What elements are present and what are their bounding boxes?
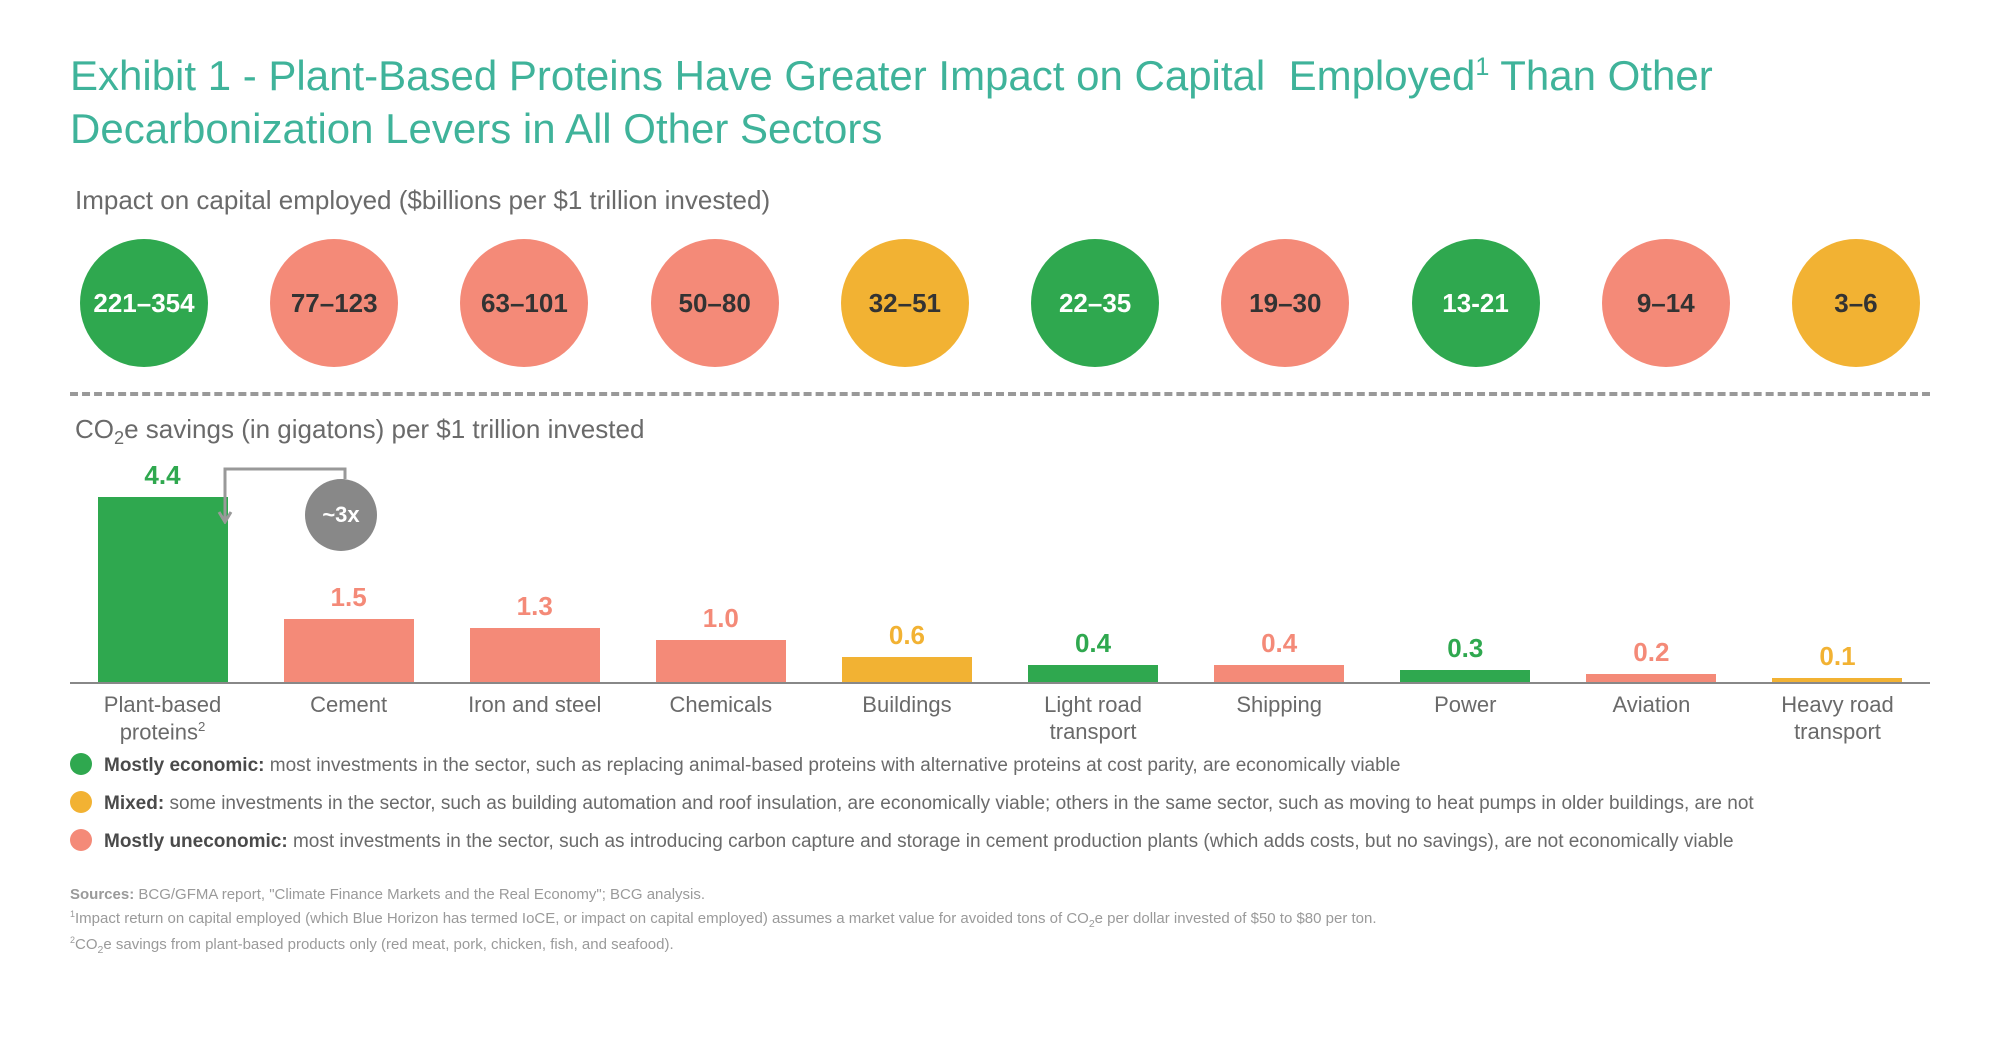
bar-value-label: 1.0	[703, 603, 739, 634]
legend-text: Mixed: some investments in the sector, s…	[104, 793, 1754, 815]
bar-value-label: 1.5	[331, 582, 367, 613]
impact-circle: 13-21	[1412, 239, 1540, 367]
impact-circle: 32–51	[841, 239, 969, 367]
bar	[1214, 665, 1344, 682]
legend-label: Mixed:	[104, 793, 164, 814]
sources-label: Sources:	[70, 886, 134, 903]
bar	[1586, 674, 1716, 682]
bar	[656, 640, 786, 682]
chart-subtitle: CO2e savings (in gigatons) per $1 trilli…	[75, 414, 1930, 449]
impact-circle: 221–354	[80, 239, 208, 367]
legend-description: most investments in the sector, such as …	[264, 755, 1400, 776]
bar-column: 1.0	[638, 603, 803, 682]
impact-circle: 9–14	[1602, 239, 1730, 367]
bar-value-label: 0.3	[1447, 633, 1483, 664]
bar-value-label: 1.3	[517, 591, 553, 622]
legend-label: Mostly economic:	[104, 755, 264, 776]
impact-circles-row: 221–354 77–123 63–101 50–80 32–51 22–35 19–30 1…	[70, 234, 1930, 392]
bar-column: 0.2	[1569, 637, 1734, 682]
dashed-divider	[70, 392, 1930, 396]
category-label: Buildings	[824, 692, 989, 745]
bar	[1772, 678, 1902, 682]
legend-dot-icon	[70, 753, 92, 775]
category-label: Aviation	[1569, 692, 1734, 745]
impact-circle: 19–30	[1221, 239, 1349, 367]
bar-column: 1.3	[452, 591, 617, 683]
legend-label: Mostly uneconomic:	[104, 831, 288, 852]
footnote-2: 2CO2e savings from plant-based products …	[70, 933, 1930, 959]
legend-description: some investments in the sector, such as …	[164, 793, 1754, 814]
bar	[284, 619, 414, 682]
legend-text: Mostly uneconomic: most investments in t…	[104, 831, 1734, 853]
impact-circle: 77–123	[270, 239, 398, 367]
category-labels-row: Plant-based proteins2 Cement Iron and stee…	[70, 684, 1930, 745]
bar-column: 1.5	[266, 582, 431, 682]
legend-item: Mostly uneconomic: most investments in t…	[70, 825, 1930, 853]
bar-chart-area: ~3x 4.41.51.31.00.60.40.40.30.20.1 Plant…	[70, 459, 1930, 734]
exhibit-title: Exhibit 1 - Plant-Based Proteins Have Gr…	[70, 50, 1930, 155]
legend-dot-icon	[70, 791, 92, 813]
bar	[470, 628, 600, 683]
bar-value-label: 0.1	[1819, 641, 1855, 672]
legend-dot-icon	[70, 829, 92, 851]
category-label: Plant-based proteins2	[80, 692, 245, 745]
bar-column: 0.4	[1011, 628, 1176, 682]
legend-text: Mostly economic: most investments in the…	[104, 755, 1400, 777]
sources-line: Sources: BCG/GFMA report, "Climate Finan…	[70, 883, 1930, 907]
bar	[1400, 670, 1530, 683]
impact-circle: 50–80	[651, 239, 779, 367]
bar-value-label: 0.2	[1633, 637, 1669, 668]
category-label: Iron and steel	[452, 692, 617, 745]
bar-column: 0.4	[1197, 628, 1362, 682]
footnotes-block: Sources: BCG/GFMA report, "Climate Finan…	[70, 883, 1930, 959]
footnote-1: 1Impact return on capital employed (whic…	[70, 907, 1930, 933]
bar	[98, 497, 228, 682]
comparison-callout: ~3x	[305, 479, 377, 551]
category-label: Power	[1383, 692, 1548, 745]
bar-value-label: 0.6	[889, 620, 925, 651]
legend: Mostly economic: most investments in the…	[70, 749, 1930, 853]
legend-description: most investments in the sector, such as …	[288, 831, 1734, 852]
category-label: Light road transport	[1011, 692, 1176, 745]
callout-bubble: ~3x	[305, 479, 377, 551]
impact-circle: 3–6	[1792, 239, 1920, 367]
bar-column: 0.1	[1755, 641, 1920, 682]
legend-item: Mostly economic: most investments in the…	[70, 749, 1930, 777]
bar-value-label: 0.4	[1075, 628, 1111, 659]
bar-value-label: 0.4	[1261, 628, 1297, 659]
category-label: Shipping	[1197, 692, 1362, 745]
sources-text: BCG/GFMA report, "Climate Finance Market…	[134, 886, 705, 903]
legend-item: Mixed: some investments in the sector, s…	[70, 787, 1930, 815]
bar-column: 0.3	[1383, 633, 1548, 683]
category-label: Chemicals	[638, 692, 803, 745]
circles-subtitle: Impact on capital employed ($billions pe…	[75, 185, 1930, 216]
bar	[842, 657, 972, 682]
category-label: Heavy road transport	[1755, 692, 1920, 745]
bar-value-label: 4.4	[144, 460, 180, 491]
category-label: Cement	[266, 692, 431, 745]
impact-circle: 22–35	[1031, 239, 1159, 367]
bar-column: 0.6	[824, 620, 989, 682]
impact-circle: 63–101	[460, 239, 588, 367]
bar	[1028, 665, 1158, 682]
